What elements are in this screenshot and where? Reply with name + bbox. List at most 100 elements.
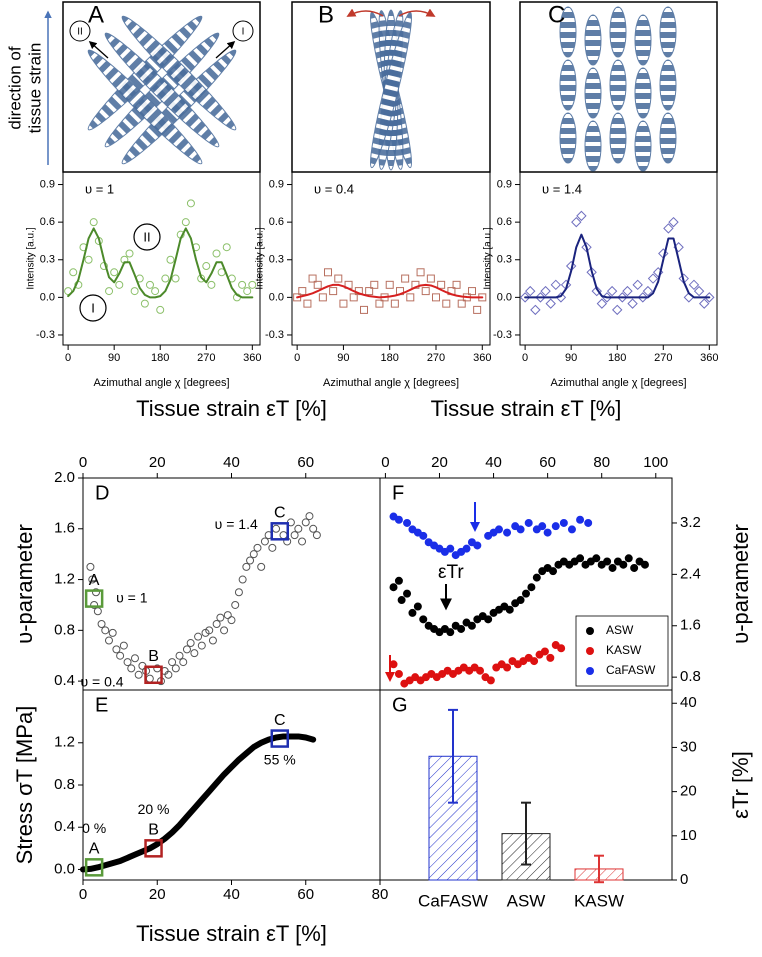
peak-circle [79, 294, 107, 322]
x-tick-label: 90 [337, 352, 349, 364]
marker [313, 280, 322, 289]
marker [212, 619, 221, 628]
annotation: υ = 1 [85, 181, 114, 196]
marker [413, 602, 422, 611]
marker [576, 210, 587, 222]
marker [324, 268, 332, 277]
x-tick-label: 60 [297, 454, 314, 471]
marker [370, 280, 379, 289]
marker [699, 298, 710, 309]
x-tick-label: 90 [108, 352, 120, 364]
marker [207, 280, 216, 289]
marker [238, 280, 247, 289]
marker [249, 550, 258, 559]
marker [704, 292, 715, 303]
marker [617, 292, 628, 303]
panel-letter: D [95, 482, 109, 504]
fiber-tag: I [242, 27, 245, 38]
fiber [104, 32, 220, 148]
x-tick-label: 80 [372, 886, 389, 903]
marker [473, 541, 482, 550]
annotation: υ = 0.4 [314, 181, 354, 196]
strain-direction-label: tissue strain [25, 43, 44, 134]
plot-frame [82, 689, 381, 881]
marker [175, 651, 184, 660]
marker [403, 518, 412, 527]
marker [457, 299, 466, 308]
marker [608, 563, 617, 572]
y-tick-label: 20 [680, 783, 697, 800]
y-axis-label: υ-parameter [12, 524, 37, 644]
point-marker [84, 858, 104, 877]
marker [127, 664, 136, 673]
data-line [80, 733, 317, 873]
marker [89, 218, 98, 227]
marker [540, 647, 549, 656]
marker [642, 285, 654, 297]
marker [516, 596, 525, 605]
y-tick-label: 0.0 [40, 291, 55, 303]
y-axis-label: Stress σT [MPa] [12, 706, 37, 865]
marker [505, 605, 514, 614]
x-tick-label: ASW [507, 891, 546, 910]
marker [446, 544, 455, 553]
direction-arrow [88, 40, 109, 59]
y-tick-label: 0.8 [680, 668, 701, 685]
marker [530, 304, 541, 316]
marker [125, 249, 134, 258]
marker [543, 528, 552, 537]
marker [516, 525, 525, 534]
marker [134, 670, 143, 679]
marker [437, 280, 446, 289]
marker [419, 615, 428, 624]
x-tick-label: 80 [593, 454, 610, 471]
marker [452, 280, 461, 289]
marker [663, 223, 674, 234]
x-axis-label: Tissue strain εT [%] [431, 396, 622, 421]
x-tick-label: 90 [565, 352, 577, 364]
y-tick-label: 2.4 [680, 565, 701, 582]
marker [110, 268, 119, 277]
marker [559, 518, 568, 527]
marker [216, 613, 225, 622]
marker [627, 298, 638, 309]
marker [385, 280, 394, 289]
marker [446, 628, 455, 637]
marker [349, 293, 358, 302]
x-tick-label: 20 [149, 454, 166, 471]
y-axis-label: Intensity [a.u.] [26, 227, 37, 289]
annotation: υ = 1.4 [542, 181, 582, 196]
y-axis-label: Intensity [a.u.] [255, 227, 266, 289]
marker [538, 522, 547, 531]
marker [208, 636, 217, 645]
legend-label: ASW [606, 623, 634, 637]
marker [119, 641, 128, 650]
marker [584, 518, 593, 527]
marker [260, 537, 269, 546]
y-tick-label: 30 [680, 738, 697, 755]
x-tick-label: 0 [294, 352, 300, 364]
marker [546, 653, 555, 662]
marker [624, 554, 633, 563]
marker [637, 292, 649, 303]
marker [186, 639, 195, 648]
marker [298, 537, 307, 546]
marker [318, 293, 327, 302]
point-marker [84, 589, 104, 608]
error-bar [448, 708, 458, 804]
marker [522, 589, 530, 598]
marker [181, 218, 190, 227]
x-tick-label: 100 [643, 454, 668, 471]
x-tick-label: 0 [65, 352, 71, 364]
y-tick-label: 1.6 [680, 617, 701, 634]
x-axis-label: Tissue strain εT [%] [136, 396, 327, 421]
marker [389, 583, 398, 592]
marker [105, 287, 114, 296]
y-tick-label: -0.3 [265, 329, 284, 341]
legend-swatch [586, 627, 594, 635]
x-tick-label: 270 [427, 352, 445, 364]
marker [334, 274, 343, 283]
marker [130, 654, 139, 663]
fiber [559, 112, 577, 164]
point-note: υ = 1 [116, 589, 148, 605]
